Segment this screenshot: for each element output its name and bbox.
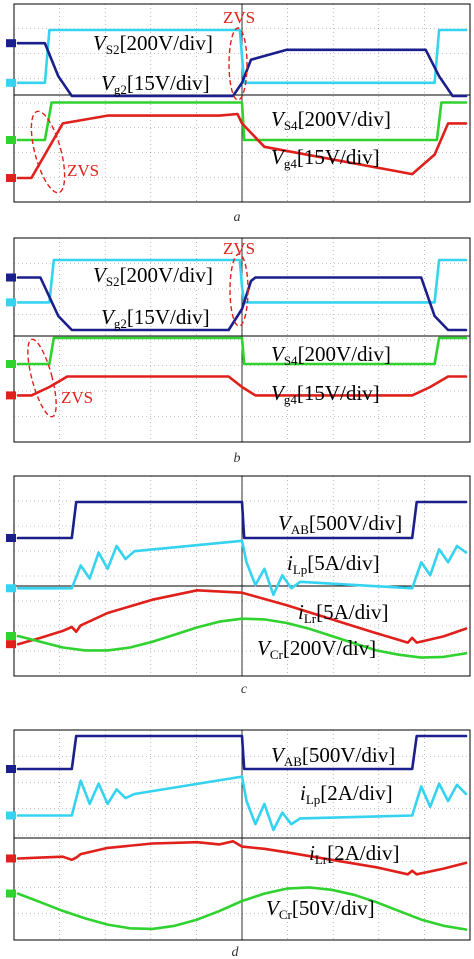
panel-c-label-ilr: iLr[5A/div] — [298, 600, 388, 626]
panel-a-zvs-label-1: ZVS — [223, 8, 255, 27]
panel-d-caption: d — [232, 945, 240, 959]
channel-marker — [6, 854, 16, 863]
channel-marker — [6, 811, 16, 820]
panel-c-label-ilp: iLp[5A/div] — [287, 551, 380, 577]
channel-marker — [6, 174, 16, 182]
channel-marker — [6, 584, 16, 593]
panel-a-traces — [16, 28, 468, 180]
panel-a-label-vg2: Vg2[15V/div] — [101, 71, 210, 97]
panel-a-label-vg4: Vg4[15V/div] — [271, 145, 380, 171]
panel-c-channel-markers — [6, 534, 16, 649]
panel-c-traces — [16, 500, 468, 659]
panel-b-zvs-label-1: ZVS — [223, 239, 255, 258]
trace-s2 — [16, 258, 468, 304]
trace-s4 — [16, 101, 468, 142]
panel-b-label-vs2: VS2[200V/div] — [93, 263, 213, 289]
panel-b-zvs-ellipse-2 — [27, 338, 57, 418]
trace-ab — [16, 734, 468, 771]
channel-marker — [6, 298, 16, 307]
panel-c-label-vab: VAB[500V/div] — [278, 511, 402, 537]
trace-g4 — [16, 375, 468, 397]
panel-a-zvs-ellipse-1 — [228, 27, 248, 101]
channel-marker — [6, 39, 16, 48]
channel-marker — [6, 273, 16, 282]
channel-marker — [6, 391, 16, 400]
panel-b-traces — [16, 258, 468, 397]
panel-d-traces — [16, 734, 468, 931]
panel-a-zvs-label-2: ZVS — [67, 161, 99, 180]
scope-panel-c: VAB[500V/div] iLp[5A/div] iLr[5A/div] VC… — [6, 475, 471, 697]
channel-marker — [6, 78, 16, 87]
channel-marker — [6, 136, 16, 144]
panel-c-label-vcr: VCr[200V/div] — [257, 636, 376, 662]
panel-c-caption: c — [241, 682, 248, 697]
panel-b-zvs-ellipse-1 — [229, 253, 249, 327]
trace-g4 — [16, 112, 468, 180]
channel-marker — [6, 360, 16, 368]
channel-marker — [6, 632, 16, 640]
channel-marker — [6, 640, 16, 649]
channel-marker — [6, 765, 16, 773]
panel-d-grid — [14, 730, 470, 940]
trace-s2 — [16, 28, 468, 85]
trace-ab — [16, 500, 468, 540]
trace-g2 — [16, 41, 468, 98]
panel-b-zvs-label-2: ZVS — [61, 388, 93, 407]
panel-b-caption: b — [234, 451, 241, 466]
panel-a-label-vs2: VS2[200V/div] — [93, 31, 213, 57]
trace-lr — [16, 839, 468, 876]
panel-d-label-ilp: iLp[2A/div] — [300, 781, 393, 807]
scope-panel-b: ZVS ZVS VS2[200V/div] Vg2[15V/div] VS4[2… — [6, 237, 471, 466]
channel-marker — [6, 889, 16, 898]
panel-a-zvs-ellipse-2 — [30, 110, 66, 194]
panel-b-channel-markers — [6, 273, 16, 400]
trace-cr — [16, 886, 468, 931]
scope-panel-d: VAB[500V/div] iLp[2A/div] iLr[2A/div] VC… — [6, 729, 471, 959]
panel-a-label-vs4: VS4[200V/div] — [271, 107, 391, 133]
scope-panel-a: ZVS ZVS VS2[200V/div] Vg2[15V/div] VS4[2… — [6, 3, 471, 225]
trace-cr — [16, 617, 468, 659]
panel-d-label-ilr: iLr[2A/div] — [309, 841, 399, 867]
panel-d-label-vcr: VCr[50V/div] — [266, 896, 375, 922]
trace-lr — [16, 588, 468, 646]
trace-g2 — [16, 276, 468, 332]
panel-a-caption: a — [234, 210, 241, 225]
panel-b-label-vg2: Vg2[15V/div] — [101, 305, 210, 331]
panel-b-label-vg4: Vg4[15V/div] — [271, 381, 380, 407]
trace-s4 — [16, 336, 468, 366]
trace-lp — [16, 539, 468, 597]
trace-lp — [16, 775, 468, 832]
panel-d-label-vab: VAB[500V/div] — [271, 743, 395, 769]
panel-d-channel-markers — [6, 765, 16, 898]
panel-b-label-vs4: VS4[200V/div] — [271, 342, 391, 368]
panel-a-channel-markers — [6, 39, 16, 182]
channel-marker — [6, 534, 16, 542]
